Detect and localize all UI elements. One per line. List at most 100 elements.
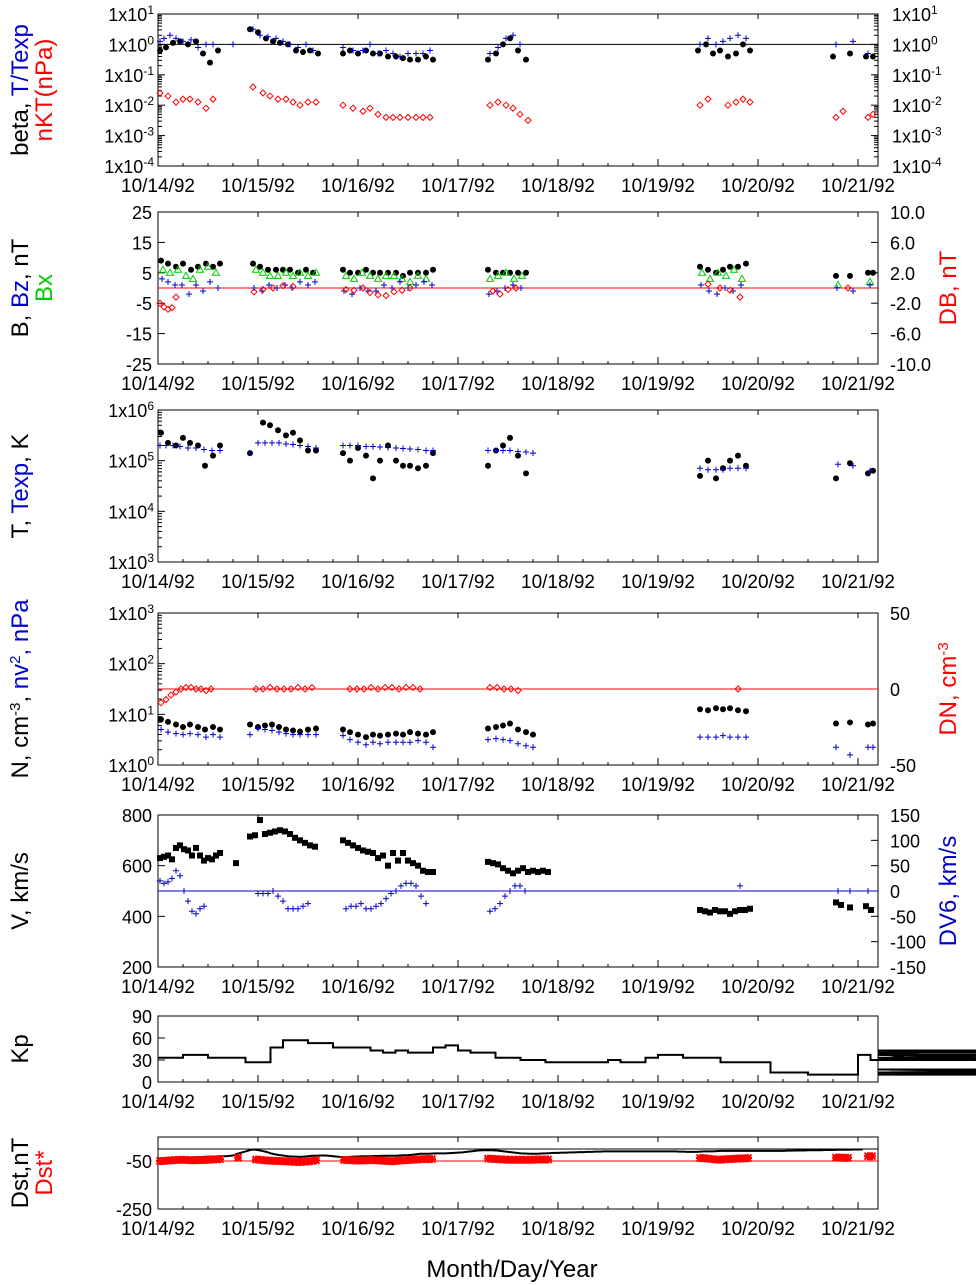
V-point bbox=[418, 893, 424, 900]
T-point bbox=[415, 465, 421, 472]
panel-N: 10/14/92 10/15/92 10/16/92 10/17/92 10/18/92… bbox=[108, 602, 962, 796]
T-point bbox=[507, 434, 513, 441]
T-point bbox=[385, 444, 391, 451]
beta-point bbox=[404, 113, 412, 122]
N-point bbox=[283, 730, 289, 737]
B-point bbox=[398, 286, 406, 294]
beta-point bbox=[350, 47, 356, 54]
B-point bbox=[156, 299, 164, 307]
T-date-label: 10/17/92 bbox=[421, 572, 495, 593]
B-point bbox=[366, 288, 374, 297]
beta-point bbox=[397, 53, 403, 60]
panel-Dst: 10/14/92 10/15/92 10/16/92 10/17/92 10/18/92… bbox=[116, 1136, 895, 1240]
B-point bbox=[251, 265, 261, 273]
beta-series-nKT(nPa) bbox=[156, 83, 877, 125]
B-ylabel-2: Bx bbox=[31, 274, 58, 302]
T-date-label: 10/15/92 bbox=[221, 572, 295, 593]
V-series-DV6 bbox=[157, 867, 871, 917]
T-point bbox=[305, 447, 311, 454]
N-point bbox=[290, 731, 296, 738]
T-point bbox=[297, 442, 303, 449]
beta-point bbox=[315, 50, 321, 57]
N-point bbox=[400, 739, 406, 746]
T-point bbox=[217, 447, 223, 454]
beta-point bbox=[259, 89, 267, 97]
V-point bbox=[193, 910, 199, 917]
beta-point bbox=[869, 110, 877, 119]
T-date-label: 10/19/92 bbox=[621, 572, 695, 593]
B-point bbox=[716, 284, 724, 292]
B-point bbox=[374, 291, 382, 299]
V-point bbox=[340, 837, 346, 844]
V-ytick-label: 200 bbox=[122, 958, 152, 978]
beta-point bbox=[295, 44, 301, 51]
V-point bbox=[490, 860, 496, 867]
B-point bbox=[273, 271, 283, 279]
T-point bbox=[297, 437, 303, 444]
B-point bbox=[250, 288, 258, 296]
T-point bbox=[400, 445, 406, 452]
V-point bbox=[395, 857, 401, 864]
beta-date-label: 10/21/92 bbox=[821, 176, 895, 197]
V-point bbox=[345, 839, 351, 846]
V-point bbox=[169, 875, 175, 882]
V-point bbox=[393, 888, 399, 894]
T-point bbox=[705, 457, 711, 464]
N-point bbox=[210, 731, 216, 738]
B-point bbox=[504, 285, 512, 294]
N-point bbox=[269, 721, 275, 728]
B-point bbox=[279, 282, 287, 290]
T-point bbox=[523, 470, 529, 477]
T-point bbox=[347, 457, 353, 464]
B-point bbox=[726, 286, 734, 294]
beta-point bbox=[727, 35, 733, 42]
beta-point bbox=[720, 38, 726, 45]
B-point bbox=[485, 266, 491, 273]
N-point bbox=[355, 731, 361, 738]
V-right-ytick-label: -100 bbox=[890, 933, 926, 953]
V-point bbox=[535, 869, 541, 875]
N-point bbox=[217, 734, 223, 741]
N-point bbox=[697, 734, 703, 741]
V-point bbox=[492, 905, 498, 912]
N-point bbox=[203, 734, 209, 741]
N-point bbox=[287, 685, 295, 693]
B-point bbox=[295, 268, 305, 276]
beta-point bbox=[186, 95, 194, 103]
beta-point bbox=[209, 95, 217, 103]
beta-point bbox=[274, 95, 282, 103]
V-point bbox=[181, 846, 187, 853]
B-point bbox=[363, 266, 369, 273]
B-point bbox=[281, 268, 291, 276]
B-date-label: 10/19/92 bbox=[621, 374, 695, 395]
B-point bbox=[400, 272, 406, 279]
V-point bbox=[305, 900, 311, 907]
N-point bbox=[347, 736, 353, 743]
beta-point bbox=[287, 41, 293, 48]
T-date-label: 10/14/92 bbox=[121, 572, 195, 593]
B-point bbox=[312, 278, 318, 285]
N-point bbox=[727, 734, 733, 741]
N-point bbox=[283, 726, 289, 733]
N-point bbox=[367, 683, 375, 692]
V-point bbox=[272, 828, 278, 835]
beta-point bbox=[188, 36, 194, 43]
N-point bbox=[485, 736, 491, 743]
beta-point bbox=[413, 50, 419, 57]
T-point bbox=[393, 445, 399, 451]
T-point bbox=[170, 442, 176, 449]
V-right-ytick-label: -150 bbox=[890, 958, 926, 978]
beta-date-label: 10/14/92 bbox=[121, 176, 195, 197]
dst-star-series bbox=[155, 1151, 877, 1167]
beta-point bbox=[420, 50, 426, 57]
N-point bbox=[182, 683, 190, 692]
T-point bbox=[377, 457, 383, 464]
V-right-ytick-label: -50 bbox=[890, 907, 916, 927]
V-point bbox=[185, 847, 191, 854]
N-point bbox=[363, 734, 369, 741]
N-ylabel-1: N, cm-3, nv2, nPa bbox=[7, 599, 35, 779]
N-point bbox=[870, 720, 876, 727]
N-point bbox=[400, 731, 406, 738]
N-point bbox=[340, 732, 346, 739]
